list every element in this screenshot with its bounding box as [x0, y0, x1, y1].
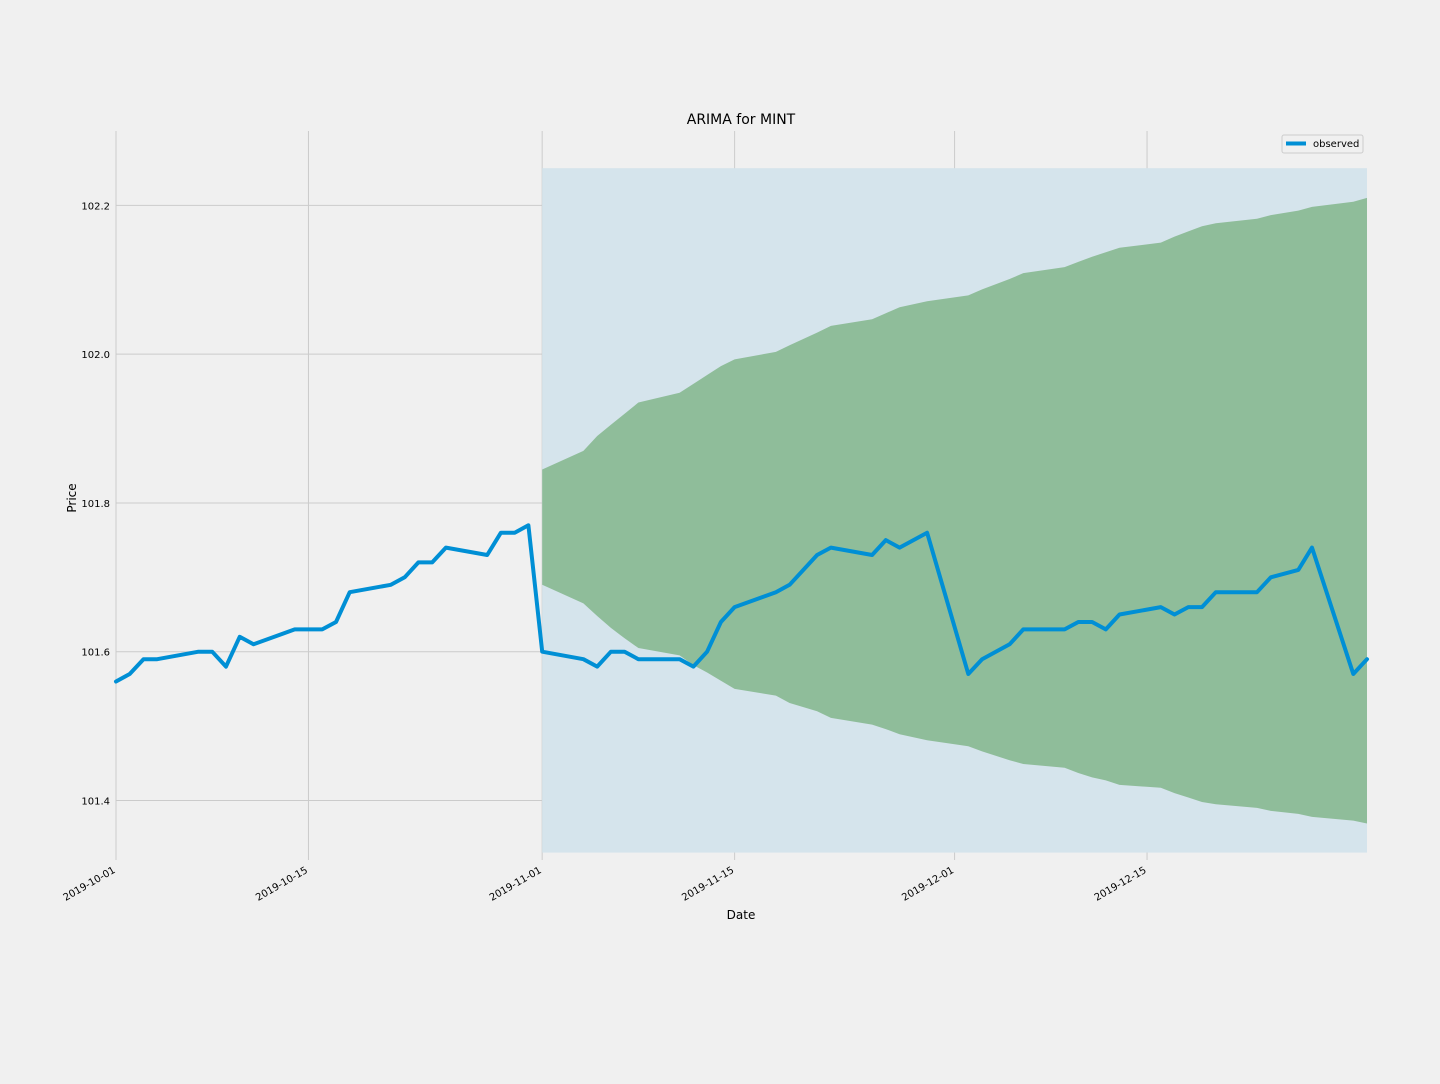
y-tick-label: 101.4 [81, 796, 110, 807]
x-tick-label: 2019-12-01 [900, 865, 956, 904]
legend: observed [1281, 134, 1364, 154]
plot-area [114, 168, 1369, 853]
confidence-band [542, 197, 1367, 824]
y-axis-label: Price [65, 483, 79, 512]
y-tick-label: 102.2 [81, 201, 110, 212]
x-tick-label: 2019-10-01 [62, 865, 118, 904]
chart-title: ARIMA for MINT [687, 112, 796, 128]
x-axis-label: Date [727, 908, 756, 922]
x-tick-label: 2019-11-15 [680, 865, 736, 904]
series-line-observed [114, 523, 1369, 684]
x-tick-label: 2019-12-15 [1093, 865, 1149, 904]
y-tick-label: 102.0 [81, 350, 110, 361]
legend-label-observed: observed [1313, 139, 1359, 150]
x-tick-label: 2019-11-01 [488, 865, 544, 904]
y-tick-label: 101.6 [81, 648, 110, 659]
legend-box [1281, 134, 1364, 154]
x-tick-label: 2019-10-15 [254, 865, 310, 904]
y-tick-label: 101.8 [81, 499, 110, 510]
